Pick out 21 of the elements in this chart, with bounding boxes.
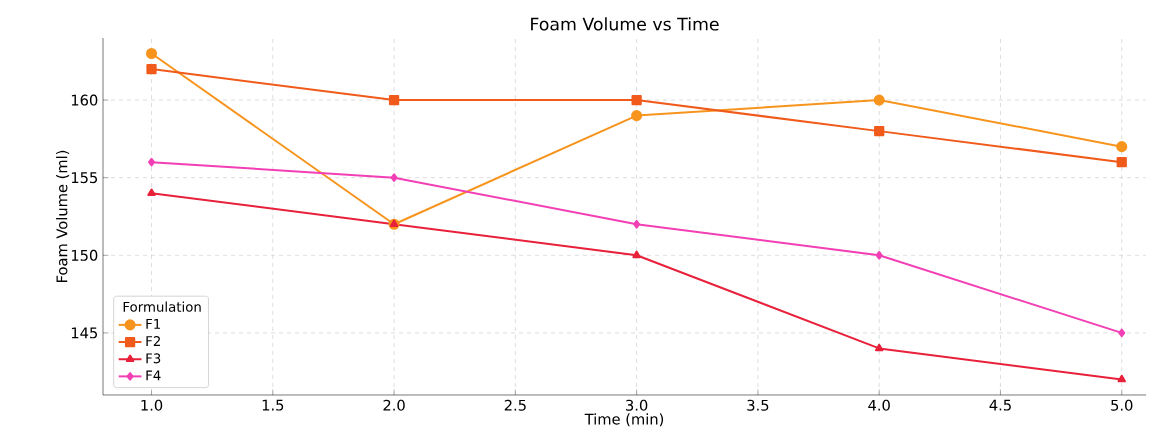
legend-label: F4	[146, 370, 161, 381]
x-tick-label: 4.5	[989, 399, 1011, 411]
y-tick-label: 160	[71, 94, 98, 106]
x-tick-label: 2.5	[504, 399, 526, 411]
y-axis-title: Foam Volume (ml)	[56, 150, 70, 282]
legend-title: Formulation	[123, 301, 201, 312]
legend-label: F1	[146, 319, 161, 329]
y-tick-label: 155	[71, 172, 98, 184]
x-tick-label: 4.0	[868, 399, 890, 411]
x-tick-label: 5.0	[1111, 399, 1133, 411]
x-tick-label: 3.5	[747, 399, 769, 411]
y-tick-label: 150	[71, 249, 98, 261]
legend-label: F2	[146, 336, 160, 346]
legend-label: F3	[146, 353, 161, 364]
x-tick-label: 3.0	[626, 399, 648, 411]
x-tick-label: 2.0	[383, 399, 405, 411]
y-tick-label: 145	[71, 327, 98, 339]
x-tick-label: 1.0	[141, 399, 163, 411]
x-tick-label: 1.5	[262, 399, 284, 411]
chart-title: Foam Volume vs Time	[531, 17, 719, 31]
x-axis-title: Time (min)	[584, 413, 664, 427]
